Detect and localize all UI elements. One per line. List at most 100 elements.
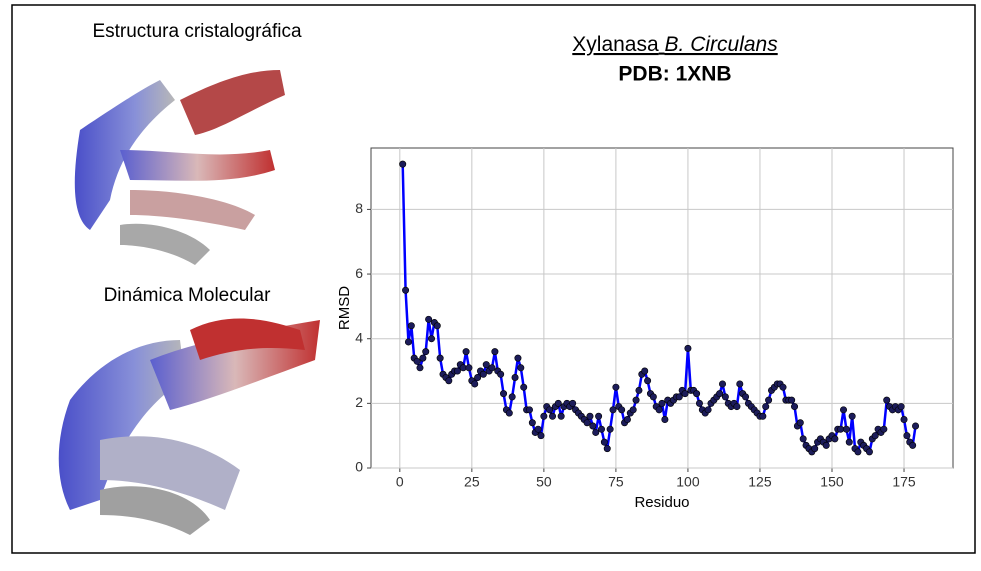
data-point	[508, 393, 516, 401]
y-tick-label: 6	[355, 265, 363, 281]
data-point	[557, 412, 565, 420]
data-point	[474, 373, 482, 381]
data-point	[402, 286, 410, 294]
data-point	[583, 419, 591, 427]
data-point	[716, 390, 724, 398]
data-point	[609, 406, 617, 414]
data-point	[635, 386, 643, 394]
md-ensemble	[58, 318, 320, 535]
data-point	[733, 403, 741, 411]
data-point	[641, 367, 649, 375]
data-point	[497, 370, 505, 378]
data-point	[549, 412, 557, 420]
data-point	[422, 348, 430, 356]
data-point	[742, 393, 750, 401]
chart-title: Xylanasa B. Circulans	[572, 33, 778, 56]
data-point	[419, 354, 427, 362]
crystal-structure	[74, 70, 285, 265]
data-point	[453, 367, 461, 375]
data-point	[511, 373, 519, 381]
data-point	[661, 416, 669, 424]
data-point	[586, 412, 594, 420]
md-label: Dinámica Molecular	[104, 285, 272, 306]
data-point	[436, 354, 444, 362]
title-italic: B. Circulans	[665, 33, 779, 56]
data-point	[736, 380, 744, 388]
data-point	[597, 425, 605, 433]
data-point	[788, 396, 796, 404]
data-point	[791, 403, 799, 411]
data-point	[445, 377, 453, 385]
data-point	[719, 380, 727, 388]
data-point	[903, 432, 911, 440]
data-point	[897, 403, 905, 411]
data-point	[837, 425, 845, 433]
data-point	[796, 419, 804, 427]
title-text: Xylanasa	[572, 33, 659, 56]
data-point	[603, 445, 611, 453]
data-point	[854, 448, 862, 456]
data-point	[765, 396, 773, 404]
x-tick-label: 125	[748, 474, 772, 490]
x-tick-label: 100	[676, 474, 700, 490]
data-point	[848, 412, 856, 420]
data-point	[684, 344, 692, 352]
data-point	[517, 364, 525, 372]
data-point	[632, 396, 640, 404]
data-point	[912, 422, 920, 430]
data-point	[600, 438, 608, 446]
data-point	[762, 403, 770, 411]
data-point	[569, 399, 577, 407]
data-point	[845, 438, 853, 446]
data-point	[479, 370, 487, 378]
data-point	[554, 399, 562, 407]
data-point	[831, 435, 839, 443]
data-point	[525, 406, 533, 414]
data-point	[675, 393, 683, 401]
data-point	[462, 348, 470, 356]
y-axis-label: RMSD	[336, 286, 353, 330]
y-tick-label: 4	[355, 329, 363, 345]
data-point	[491, 348, 499, 356]
data-point	[534, 425, 542, 433]
data-point	[695, 399, 703, 407]
data-point	[618, 406, 626, 414]
data-point	[482, 361, 490, 369]
data-point	[721, 393, 729, 401]
data-point	[528, 419, 536, 427]
data-point	[404, 338, 412, 346]
data-point	[658, 399, 666, 407]
y-tick-label: 2	[355, 394, 363, 410]
data-point	[433, 322, 441, 330]
data-point	[428, 335, 436, 343]
data-point	[883, 396, 891, 404]
y-tick-label: 0	[355, 459, 363, 475]
data-point	[799, 435, 807, 443]
data-point	[623, 416, 631, 424]
data-point	[900, 416, 908, 424]
data-point	[880, 425, 888, 433]
data-point	[704, 406, 712, 414]
data-point	[779, 383, 787, 391]
data-point	[537, 432, 545, 440]
data-point	[606, 425, 614, 433]
x-tick-label: 175	[892, 474, 916, 490]
data-point	[540, 412, 548, 420]
data-point	[459, 364, 467, 372]
data-point	[465, 364, 473, 372]
data-point	[546, 406, 554, 414]
x-axis-label: Residuo	[634, 494, 689, 511]
data-point	[416, 364, 424, 372]
data-point	[425, 315, 433, 323]
data-point	[693, 390, 701, 398]
data-point	[811, 445, 819, 453]
data-point	[407, 322, 415, 330]
data-point	[909, 441, 917, 449]
data-point	[871, 432, 879, 440]
data-point	[595, 412, 603, 420]
data-point	[514, 354, 522, 362]
data-point	[592, 428, 600, 436]
data-point	[500, 390, 508, 398]
crystal-label: Estructura cristalográfica	[92, 21, 302, 42]
